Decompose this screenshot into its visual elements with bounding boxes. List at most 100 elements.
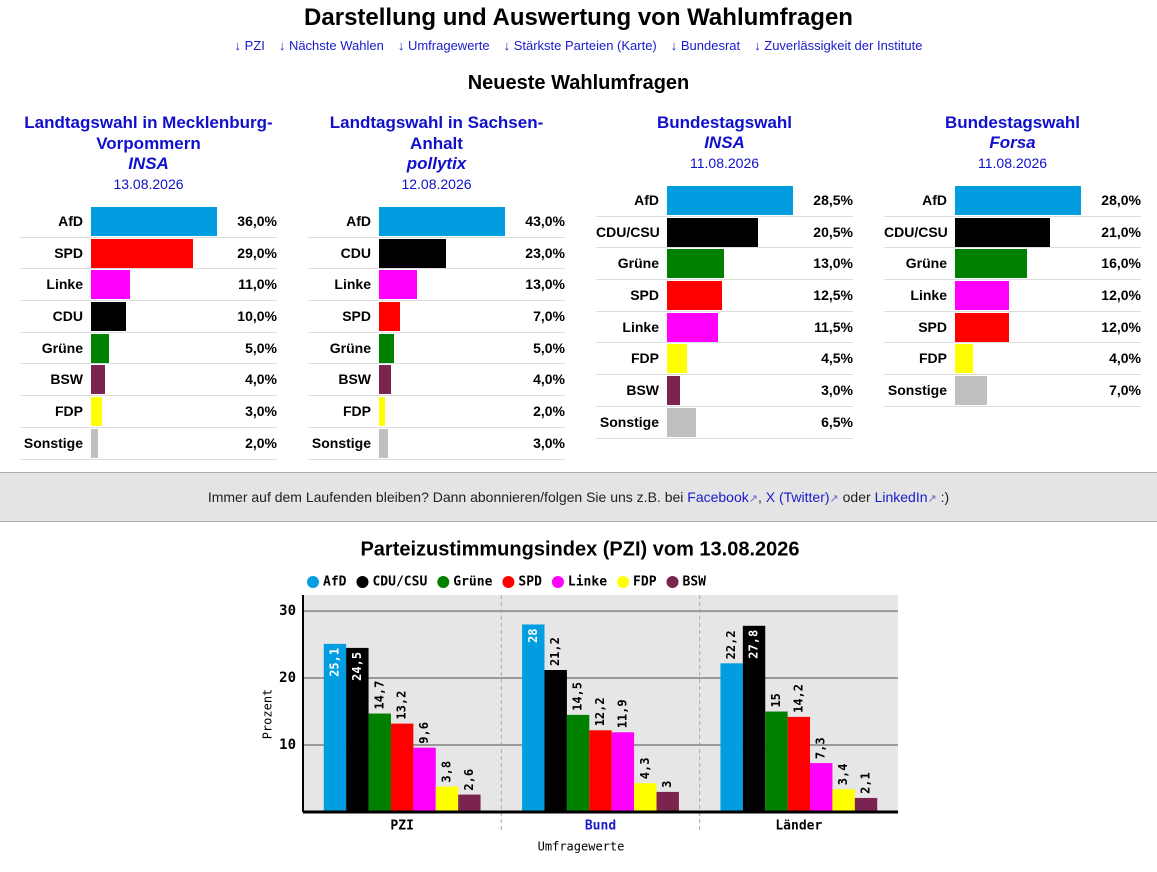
party-label: Linke: [334, 276, 371, 293]
party-label: CDU/CSU: [884, 223, 948, 240]
bar: [765, 711, 788, 812]
party-label: CDU/CSU: [596, 223, 660, 240]
poll-row: Grüne 13,0%: [596, 248, 853, 281]
value-label: 2,0%: [245, 434, 277, 451]
bar: [955, 344, 973, 374]
value-label: 21,0%: [1101, 223, 1141, 240]
bar: [720, 663, 743, 812]
poll-institute: INSA: [128, 154, 169, 173]
value-label: 4,5%: [821, 350, 853, 367]
party-label: FDP: [55, 403, 83, 420]
social-link[interactable]: Facebook: [687, 489, 749, 505]
poll-date: 11.08.2026: [977, 155, 1048, 171]
chart-title: Parteizustimmungsindex (PZI) vom 13.08.2…: [360, 538, 799, 560]
nav-link[interactable]: ↓ PZI: [234, 38, 265, 53]
poll-institute: Forsa: [989, 133, 1036, 152]
nav-link[interactable]: ↓ Nächste Wahlen: [278, 38, 384, 53]
value-label: 5,0%: [245, 339, 277, 356]
legend-marker: [617, 576, 630, 588]
poll-row: SPD 12,0%: [884, 312, 1141, 344]
poll-card: Landtagswahl in Sachsen-Anhalt pollytix 12…: [308, 112, 565, 460]
value-label: 3,8: [439, 761, 453, 783]
bar: [323, 643, 347, 812]
value-label: 9,6: [417, 722, 431, 744]
link-icon: ↗: [927, 493, 937, 505]
nav-link[interactable]: ↓ Zuverlässigkeit der Institute: [754, 38, 923, 53]
legend-label: BSW: [683, 575, 707, 590]
nav-link[interactable]: ↓ Bundesrat: [670, 38, 741, 53]
value-label: 4,3: [638, 758, 652, 780]
bar: [91, 238, 193, 268]
legend-marker: [551, 576, 564, 588]
value-label: 28: [526, 628, 540, 642]
value-label: 3,4: [836, 764, 850, 786]
value-label: 28,5%: [813, 192, 853, 208]
bar: [742, 625, 766, 812]
poll-date: 13.08.2026: [113, 176, 184, 192]
poll-row: Sonstige 7,0%: [884, 375, 1141, 407]
value-label: 20,5%: [813, 223, 853, 240]
bar: [667, 312, 718, 342]
poll-row: AfD 43,0%: [308, 206, 565, 238]
legend-marker: [666, 576, 679, 588]
bar: [611, 732, 635, 812]
party-label: BSW: [338, 371, 371, 388]
bar: [458, 794, 481, 812]
nav-link[interactable]: ↓ Umfragewerte: [397, 38, 490, 53]
legend-marker: [502, 576, 515, 588]
party-label: Grüne: [329, 339, 371, 356]
party-label: Sonstige: [23, 434, 83, 451]
poll-institute: pollytix: [406, 154, 467, 173]
social-link[interactable]: LinkedIn: [874, 489, 928, 505]
party-label: SPD: [342, 308, 371, 325]
legend-label: Grüne: [453, 575, 492, 590]
poll-title: Bundestagswahl: [656, 113, 793, 132]
party-label: SPD: [918, 318, 947, 335]
value-label: 3,0%: [245, 403, 277, 420]
bar: [379, 302, 400, 332]
poll-row: BSW 3,0%: [596, 375, 853, 407]
poll-row: FDP 2,0%: [308, 396, 565, 428]
separator: ,: [757, 489, 762, 505]
x-tick-label: PZI: [390, 819, 413, 834]
section-title: Neueste Wahlumfragen: [467, 72, 690, 94]
party-label: Sonstige: [599, 413, 659, 430]
value-label: 6,5%: [821, 413, 853, 430]
poll-card: Bundestagswahl INSA 11.08.2026 AfD 28,5% CDU/…: [596, 112, 853, 439]
bar: [390, 723, 414, 812]
poll-title: Bundestagswahl: [944, 113, 1081, 132]
poll-row: Sonstige 2,0%: [20, 428, 277, 460]
bar: [91, 207, 217, 236]
bar: [667, 217, 758, 247]
value-label: 2,1: [859, 772, 873, 794]
value-label: 12,0%: [1101, 318, 1141, 335]
value-label: 5,0%: [533, 339, 565, 356]
party-label: Grüne: [905, 255, 947, 272]
poll-row: FDP 4,5%: [596, 343, 853, 376]
poll-row: CDU 23,0%: [308, 238, 565, 270]
value-label: 3,0%: [533, 434, 565, 451]
bar: [91, 333, 109, 363]
nav-link[interactable]: ↓ Stärkste Parteien (Karte): [503, 38, 657, 53]
value-label: 23,0%: [525, 244, 565, 261]
bar: [544, 670, 567, 812]
bar: [787, 716, 811, 812]
poll-row: Sonstige 3,0%: [308, 428, 565, 460]
social-link[interactable]: X (Twitter): [765, 489, 830, 505]
bar: [91, 365, 105, 395]
poll-card: Landtagswahl in Mecklenburg-Vorpommern IN…: [20, 112, 277, 460]
value-label: 14,7: [372, 681, 386, 710]
value-label: 14,2: [791, 684, 805, 713]
party-label: CDU: [52, 308, 83, 325]
legend-label: Linke: [568, 575, 607, 590]
bar: [810, 763, 833, 812]
value-label: 10,0%: [237, 308, 277, 325]
party-label: AfD: [58, 213, 83, 229]
poll-row: Linke 11,5%: [596, 312, 853, 344]
value-label: 12,0%: [1101, 287, 1141, 304]
party-label: BSW: [626, 382, 659, 399]
value-label: 22,2: [724, 630, 738, 659]
page-title: Darstellung und Auswertung von Wahlumfra…: [304, 4, 853, 31]
